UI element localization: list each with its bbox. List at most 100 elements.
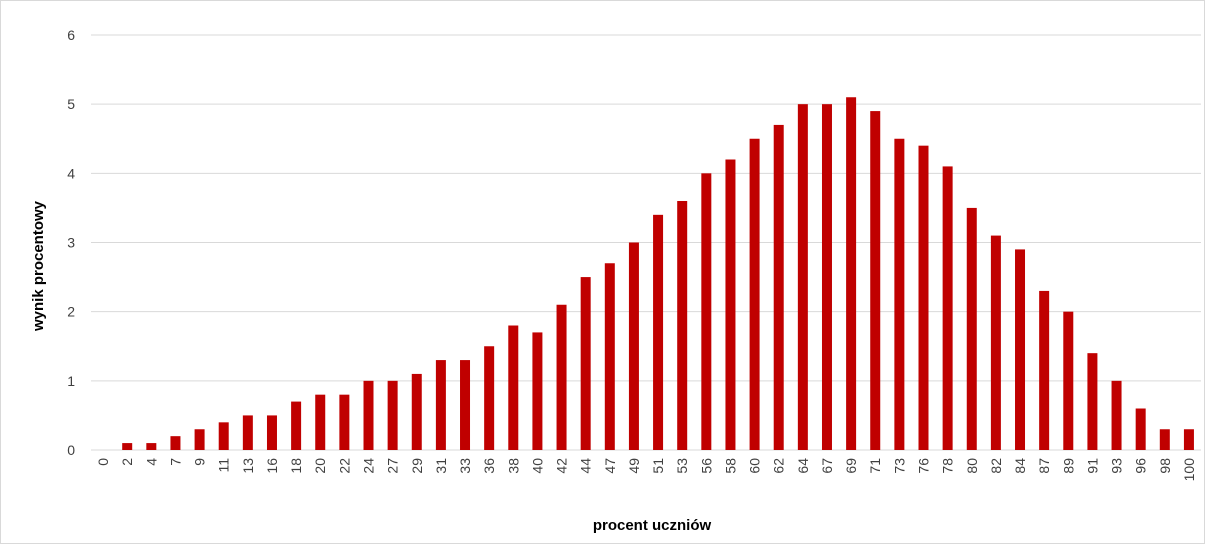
x-tick-label: 0 [95, 458, 111, 466]
bar [460, 360, 471, 450]
x-tick-label: 31 [433, 458, 449, 474]
x-tick-label: 47 [602, 458, 618, 474]
x-tick-label: 87 [1036, 458, 1052, 474]
bar [580, 277, 591, 450]
bar [846, 97, 857, 450]
bar [701, 173, 712, 451]
x-tick-label: 49 [626, 458, 642, 474]
bar [966, 207, 977, 450]
x-tick-label: 80 [964, 458, 980, 474]
bar [653, 214, 664, 450]
x-tick-label: 93 [1109, 458, 1125, 474]
y-tick-label: 5 [67, 96, 75, 112]
bar [1063, 311, 1074, 450]
x-tick-label: 73 [891, 458, 907, 474]
bar [942, 166, 953, 450]
bar [242, 415, 253, 450]
bar [821, 104, 832, 451]
bar [435, 360, 446, 450]
bars [122, 97, 1194, 451]
x-tick-label: 11 [216, 458, 232, 473]
x-tick-label: 4 [143, 458, 159, 466]
x-tick-label: 44 [578, 458, 594, 474]
x-tick-label: 82 [988, 458, 1004, 474]
bar [677, 201, 688, 450]
bar [556, 304, 567, 450]
bar [218, 422, 229, 450]
x-tick-label: 53 [674, 458, 690, 474]
bar [363, 380, 374, 450]
bar [604, 263, 615, 450]
bar [1087, 353, 1098, 450]
x-tick-label: 98 [1157, 458, 1173, 474]
bar [894, 138, 905, 450]
x-tick-label: 9 [192, 458, 208, 466]
bar [146, 443, 157, 450]
bar [1039, 290, 1050, 450]
y-tick-label: 0 [67, 442, 75, 458]
x-tick-label: 76 [916, 458, 932, 474]
bar [122, 443, 133, 450]
x-tick-labels: 0 2 4 7 9 11 13 16 18 20 22 24 27 29 31 33 36 38 40 42 44 47 4… [95, 458, 1197, 482]
x-tick-label: 2 [119, 458, 135, 466]
x-tick-label: 20 [312, 458, 328, 474]
x-tick-label: 18 [288, 458, 304, 474]
y-tick-label: 4 [67, 165, 75, 181]
y-tick-label: 3 [67, 235, 75, 251]
x-tick-label: 51 [650, 458, 666, 474]
bar [628, 242, 639, 450]
bar [170, 436, 181, 450]
x-tick-label: 69 [843, 458, 859, 474]
x-tick-label: 58 [722, 458, 738, 474]
x-tick-label: 29 [409, 458, 425, 474]
bar [749, 138, 760, 450]
x-tick-label: 64 [795, 458, 811, 474]
bar [387, 380, 398, 450]
bar [1183, 429, 1194, 450]
x-tick-label: 42 [554, 458, 570, 474]
bar [315, 394, 326, 450]
y-tick-label: 1 [67, 373, 75, 389]
bar [339, 394, 350, 450]
x-tick-label: 89 [1060, 458, 1076, 474]
x-axis-title: procent uczniów [593, 517, 712, 534]
bar [291, 401, 302, 450]
x-tick-label: 33 [457, 458, 473, 474]
x-tick-label: 60 [747, 458, 763, 474]
x-tick-label: 84 [1012, 458, 1028, 474]
x-tick-label: 91 [1084, 458, 1100, 474]
x-tick-label: 71 [867, 458, 883, 474]
bar [918, 145, 929, 450]
bar [1135, 408, 1146, 450]
y-tick-label: 6 [67, 27, 75, 43]
x-tick-label: 27 [385, 458, 401, 474]
bar [411, 373, 422, 450]
x-tick-label: 67 [819, 458, 835, 474]
bar [725, 159, 736, 450]
bar [1111, 380, 1122, 450]
x-tick-label: 62 [771, 458, 787, 474]
bar [990, 235, 1001, 450]
x-tick-label: 22 [336, 458, 352, 474]
bar [532, 332, 543, 450]
bar [1159, 429, 1170, 450]
x-tick-label: 7 [167, 458, 183, 466]
bar [797, 104, 808, 451]
bar [773, 124, 784, 451]
y-axis-title: wynik procentowy [30, 200, 47, 332]
bar [484, 346, 495, 450]
bar [194, 429, 205, 450]
y-tick-labels: 0 1 2 3 4 5 6 [67, 27, 75, 458]
bar [870, 111, 881, 450]
y-tick-label: 2 [67, 304, 75, 320]
x-tick-label: 78 [940, 458, 956, 474]
x-tick-label: 40 [529, 458, 545, 474]
gridlines [91, 34, 1201, 451]
x-tick-label: 24 [361, 458, 377, 474]
x-tick-label: 100 [1181, 458, 1197, 482]
x-tick-label: 38 [505, 458, 521, 474]
x-tick-label: 36 [481, 458, 497, 474]
x-tick-label: 16 [264, 458, 280, 474]
